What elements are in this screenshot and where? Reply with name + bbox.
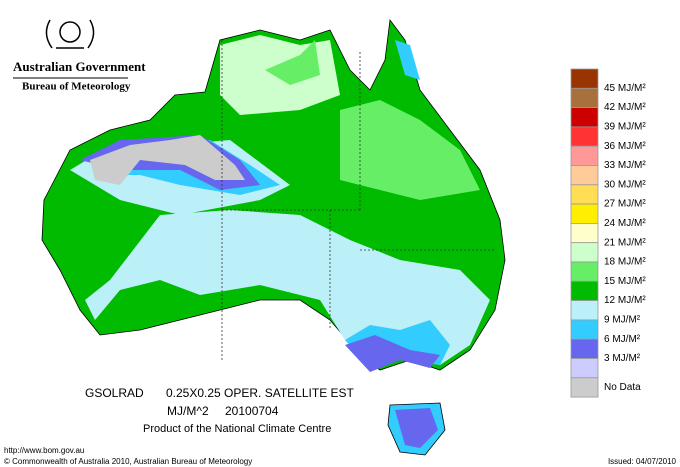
date: 20100704 — [225, 404, 279, 418]
australia — [41, 18, 506, 456]
url: http://www.bom.gov.au — [4, 446, 84, 455]
legend-label: 12 MJ/M² — [604, 295, 646, 306]
legend-label: No Data — [604, 382, 641, 393]
legend-label: 36 MJ/M² — [604, 141, 646, 152]
legend-swatch — [570, 242, 599, 263]
legend-label: 18 MJ/M² — [604, 257, 646, 268]
legend: 45 MJ/M² 42 MJ/M² 39 MJ/M² 36 MJ/M² 33 MJ/M²… — [570, 68, 646, 398]
legend-swatch — [570, 203, 599, 224]
coat-of-arms — [45, 19, 95, 49]
legend-swatch — [570, 68, 599, 89]
product-code: GSOLRAD — [85, 386, 144, 400]
legend-label: 15 MJ/M² — [604, 276, 646, 287]
centre: Product of the National Climate Centre — [143, 423, 331, 435]
legend-swatch — [570, 377, 599, 398]
units: MJ/M^2 — [167, 404, 209, 418]
grid-info: 0.25X0.25 OPER. SATELLITE EST — [166, 386, 355, 400]
legend-label: 30 MJ/M² — [604, 179, 646, 190]
legend-swatch — [570, 319, 599, 340]
legend-swatch — [570, 87, 599, 109]
legend-swatch — [570, 261, 599, 282]
legend-label: 3 MJ/M² — [604, 353, 641, 364]
legend-swatch — [570, 145, 599, 166]
legend-label: 45 MJ/M² — [604, 83, 646, 94]
legend-label: 21 MJ/M² — [604, 237, 646, 248]
legend-swatch — [570, 358, 599, 379]
legend-label: 6 MJ/M² — [604, 334, 641, 345]
legend-label: 9 MJ/M² — [604, 315, 641, 326]
government-name: Australian Government — [13, 59, 146, 74]
legend-swatch — [570, 280, 599, 301]
legend-label: 24 MJ/M² — [604, 218, 646, 229]
legend-swatch — [570, 338, 599, 359]
bureau-name: Bureau of Meteorology — [22, 81, 131, 93]
legend-label: 39 MJ/M² — [604, 122, 646, 133]
legend-label: 42 MJ/M² — [604, 102, 646, 113]
legend-swatch — [570, 165, 599, 186]
issued: Issued: 04/07/2010 — [608, 457, 677, 466]
legend-label: 33 MJ/M² — [604, 160, 646, 171]
legend-swatch — [570, 184, 599, 205]
legend-label: 27 MJ/M² — [604, 199, 646, 210]
legend-swatch — [570, 126, 599, 147]
legend-swatch — [570, 300, 599, 321]
copyright: © Commonwealth of Australia 2010, Austra… — [4, 457, 252, 466]
legend-swatch — [570, 107, 599, 128]
legend-swatch — [570, 222, 599, 244]
